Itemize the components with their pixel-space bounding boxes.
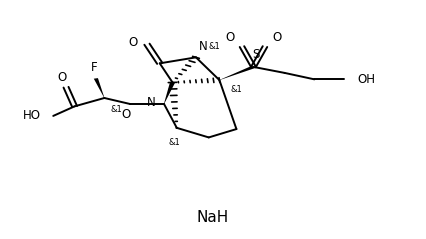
- Text: NaH: NaH: [197, 210, 229, 225]
- Polygon shape: [164, 82, 175, 104]
- Text: O: O: [273, 31, 282, 44]
- Text: N: N: [147, 96, 155, 109]
- Text: O: O: [225, 31, 234, 44]
- Text: O: O: [57, 71, 66, 84]
- Text: F: F: [90, 61, 97, 74]
- Polygon shape: [219, 66, 255, 80]
- Text: O: O: [128, 36, 138, 49]
- Polygon shape: [94, 78, 104, 98]
- Text: HO: HO: [23, 109, 41, 122]
- Text: O: O: [121, 108, 130, 121]
- Text: N: N: [199, 40, 208, 53]
- Text: S: S: [252, 48, 259, 61]
- Text: &1: &1: [169, 138, 181, 147]
- Text: &1: &1: [209, 42, 221, 51]
- Text: &1: &1: [111, 105, 123, 114]
- Text: &1: &1: [230, 85, 242, 94]
- Text: OH: OH: [357, 73, 375, 86]
